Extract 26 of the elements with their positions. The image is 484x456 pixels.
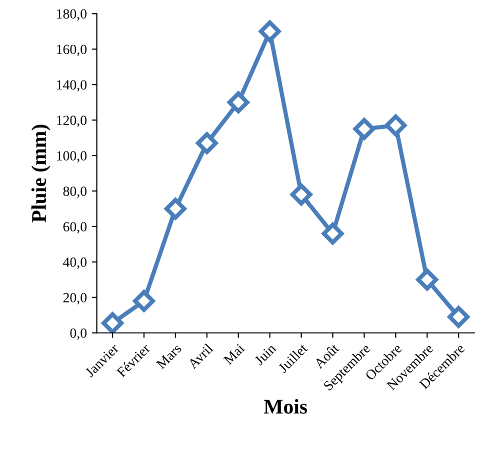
x-tick-label: Juin bbox=[254, 343, 277, 366]
point bbox=[448, 306, 470, 328]
y-tick-label: 60,0 bbox=[63, 222, 87, 234]
x-tick-label: Mai bbox=[223, 343, 246, 366]
point bbox=[416, 268, 438, 291]
x-axis-title: Mois bbox=[264, 399, 308, 414]
y-tick-label: 140,0 bbox=[57, 80, 87, 92]
y-tick-label: 100,0 bbox=[57, 151, 87, 162]
point bbox=[290, 184, 312, 206]
y-tick-label: 80,0 bbox=[63, 186, 87, 198]
point bbox=[196, 132, 218, 154]
y-tick-label: 0,0 bbox=[70, 328, 87, 340]
point bbox=[164, 198, 186, 220]
y-tick-label: 40,0 bbox=[63, 258, 87, 269]
y-tick-label: 120,0 bbox=[57, 116, 87, 128]
y-axis-title: Pluie (mm) bbox=[31, 124, 50, 222]
y-tick-label: 180,0 bbox=[57, 9, 87, 21]
point bbox=[322, 222, 344, 244]
point bbox=[102, 312, 124, 333]
point bbox=[258, 20, 281, 42]
point bbox=[384, 114, 407, 136]
point bbox=[353, 118, 376, 140]
y-tick-label: 160,0 bbox=[57, 44, 87, 56]
point bbox=[133, 290, 155, 312]
y-tick-label: 20,0 bbox=[63, 292, 87, 304]
point bbox=[227, 91, 250, 114]
